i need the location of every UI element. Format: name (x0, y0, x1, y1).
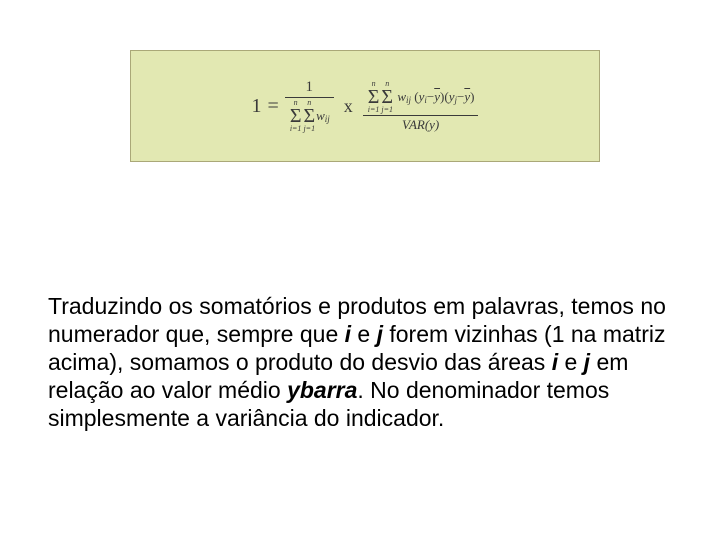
text-part-2: e (351, 321, 377, 347)
morans-i-formula: 1 = 1 n Σ i=1 n Σ j=1 wij x (252, 78, 479, 134)
fraction-right: n Σ i=1 n Σ j=1 wij ( yi − y ) ( yj (363, 79, 479, 134)
formula-box: 1 = 1 n Σ i=1 n Σ j=1 wij x (130, 50, 600, 162)
sum-i: n Σ i=1 (290, 99, 302, 133)
multiply-sign: x (340, 96, 357, 117)
sum-i-2: n Σ i=1 (368, 80, 380, 114)
fraction-left-numerator: 1 (302, 78, 318, 97)
sum-j: n Σ j=1 (303, 99, 315, 133)
w-symbol: w (316, 108, 325, 124)
fraction-left: 1 n Σ i=1 n Σ j=1 wij (285, 78, 334, 134)
lhs: 1 (252, 95, 262, 118)
fraction-right-numerator: n Σ i=1 n Σ j=1 wij ( yi − y ) ( yj (363, 79, 479, 115)
w-subscript: ij (325, 114, 330, 124)
ybarra: ybarra (287, 377, 357, 403)
var-y: VAR(y) (398, 116, 443, 134)
sum-j-2: n Σ j=1 (381, 80, 393, 114)
equals-sign: = (268, 95, 279, 118)
explanation-paragraph: Traduzindo os somatórios e produtos em p… (48, 292, 668, 432)
fraction-left-denominator: n Σ i=1 n Σ j=1 wij (285, 98, 334, 134)
